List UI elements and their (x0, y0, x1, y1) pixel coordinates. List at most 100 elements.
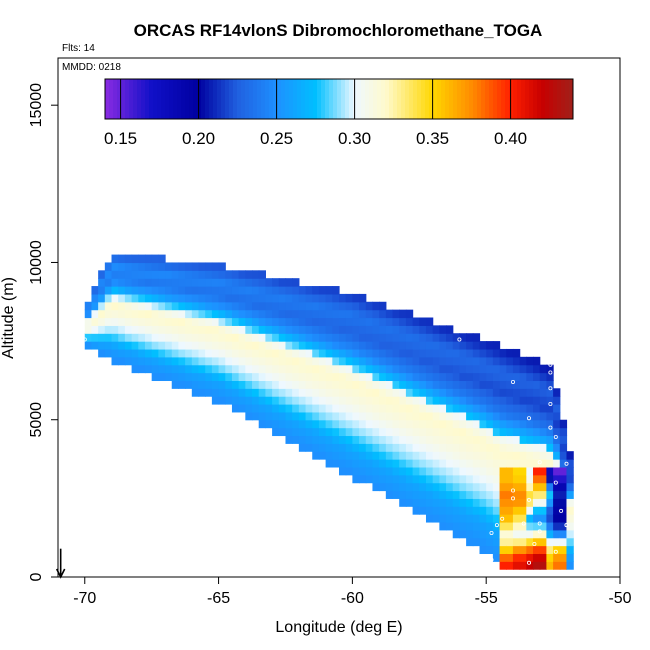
curtain-cell (446, 427, 454, 437)
curtain-cell (245, 348, 253, 358)
curtain-cell (258, 278, 266, 287)
curtain-cell (425, 459, 434, 468)
curtain-cell (499, 506, 507, 515)
curtain-cell (539, 529, 547, 539)
curtain-cell (559, 427, 568, 437)
curtain-cell (432, 514, 440, 523)
curtain-cell (446, 474, 454, 484)
curtain-cell (138, 270, 146, 279)
colorbar-strip (325, 79, 330, 119)
curtain-cell (238, 278, 246, 287)
curtain-cell (553, 514, 561, 523)
curtain-cell (245, 372, 253, 382)
curtain-cell (546, 372, 554, 382)
colorbar-strip (377, 79, 382, 119)
curtain-cell (218, 270, 226, 279)
curtain-cell (252, 380, 260, 389)
curtain-cell (252, 270, 260, 279)
colorbar-strip (353, 79, 358, 119)
curtain-cell (419, 404, 427, 413)
curtain-cell (285, 388, 293, 397)
curtain-cell (459, 435, 467, 444)
curtain-cell (539, 364, 547, 374)
curtain-cell (446, 466, 454, 476)
curtain-cell (519, 419, 527, 429)
curtain-cell (479, 474, 487, 484)
curtain-cell (198, 372, 206, 382)
curtain-cell (131, 317, 139, 326)
curtain-cell (118, 309, 126, 319)
curtain-cell (345, 435, 353, 444)
curtain-cell (479, 380, 487, 389)
curtain-cell (258, 286, 266, 295)
curtain-cell (318, 317, 327, 326)
curtain-cell (272, 388, 280, 397)
curtain-cell (238, 396, 246, 405)
curtain-cell (325, 435, 333, 444)
curtain-cell (84, 325, 93, 334)
curtain-cell (318, 435, 327, 444)
curtain-cell (325, 380, 333, 389)
curtain-cell (486, 451, 494, 460)
colorbar-strip (285, 79, 290, 119)
flight-point (548, 386, 553, 391)
curtain-cell (412, 466, 420, 476)
curtain-cell (339, 364, 347, 374)
curtain-cell (405, 348, 414, 358)
curtain-cell (546, 553, 554, 562)
curtain-cell (178, 380, 186, 389)
curtain-cell (499, 482, 507, 492)
curtain-cell (165, 325, 173, 334)
curtain-cell (466, 514, 474, 523)
curtain-cell (359, 435, 367, 444)
curtain-cell (486, 388, 494, 397)
curtain-cell (533, 514, 541, 523)
curtain-cell (492, 490, 501, 499)
curtain-cell (466, 490, 474, 499)
colorbar-strip (525, 79, 530, 119)
colorbar-strip (233, 79, 238, 119)
curtain-cell (285, 317, 293, 326)
curtain-cell (365, 451, 374, 460)
curtain-cell (392, 435, 400, 444)
curtain-cell (372, 325, 380, 334)
curtain-cell (519, 474, 527, 484)
curtain-cell (533, 364, 541, 374)
curtain-cell (446, 521, 454, 531)
curtain-cell (138, 262, 146, 271)
curtain-cell (472, 482, 481, 492)
curtain-cell (365, 341, 374, 350)
curtain-cell (124, 254, 133, 264)
curtain-cell (198, 325, 206, 334)
curtain-cell (533, 419, 541, 429)
curtain-cell (399, 459, 407, 468)
curtain-cell (131, 333, 139, 342)
curtain-cell (519, 490, 527, 499)
curtain-cell (238, 317, 246, 326)
curtain-cell (91, 341, 99, 350)
curtain-cell (238, 380, 246, 389)
curtain-cell (352, 341, 360, 350)
curtain-cell (486, 341, 494, 350)
curtain-cell (399, 317, 407, 326)
curtain-cell (405, 419, 414, 429)
curtain-cell (211, 348, 220, 358)
curtain-cell (432, 466, 440, 476)
curtain-cell (171, 325, 180, 334)
curtain-cell (185, 262, 193, 271)
curtain-cell (539, 372, 547, 382)
curtain-cell (466, 348, 474, 358)
colorbar-strip (505, 79, 510, 119)
curtain-cell (419, 443, 427, 452)
curtain-cell (359, 443, 367, 452)
curtain-cell (519, 443, 527, 452)
curtain-cell (472, 419, 481, 429)
colorbar-strip (197, 79, 202, 119)
colorbar-strip (485, 79, 490, 119)
colorbar-strip (237, 79, 242, 119)
curtain-cell (425, 474, 434, 484)
curtain-cell (312, 427, 320, 437)
curtain-cell (278, 325, 287, 334)
curtain-cell (499, 427, 507, 437)
curtain-cell (325, 286, 333, 295)
